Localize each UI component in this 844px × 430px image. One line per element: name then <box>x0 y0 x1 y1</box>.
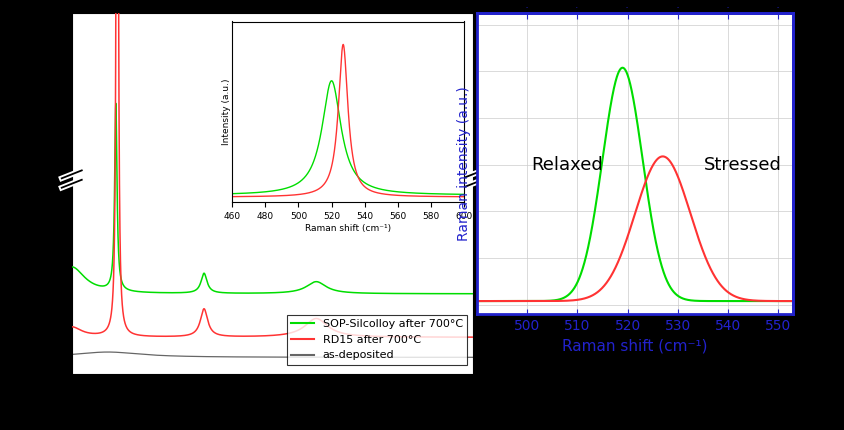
Y-axis label: Raman intensity (a.u.): Raman intensity (a.u.) <box>457 86 471 241</box>
Y-axis label: Intensity (a.u.): Intensity (a.u.) <box>222 79 230 145</box>
X-axis label: Raman shift (cm⁻¹): Raman shift (cm⁻¹) <box>305 224 392 233</box>
Text: Relaxed: Relaxed <box>532 156 603 174</box>
Legend: SOP-Silcolloy after 700°C, RD15 after 700°C, as-deposited: SOP-Silcolloy after 700°C, RD15 after 70… <box>287 315 467 365</box>
Text: Stressed: Stressed <box>704 156 782 174</box>
X-axis label: Raman shift (cm⁻¹): Raman shift (cm⁻¹) <box>193 403 351 421</box>
Y-axis label: Intensity (a.u.): Intensity (a.u.) <box>51 138 66 249</box>
X-axis label: Raman shift (cm⁻¹): Raman shift (cm⁻¹) <box>562 338 708 353</box>
